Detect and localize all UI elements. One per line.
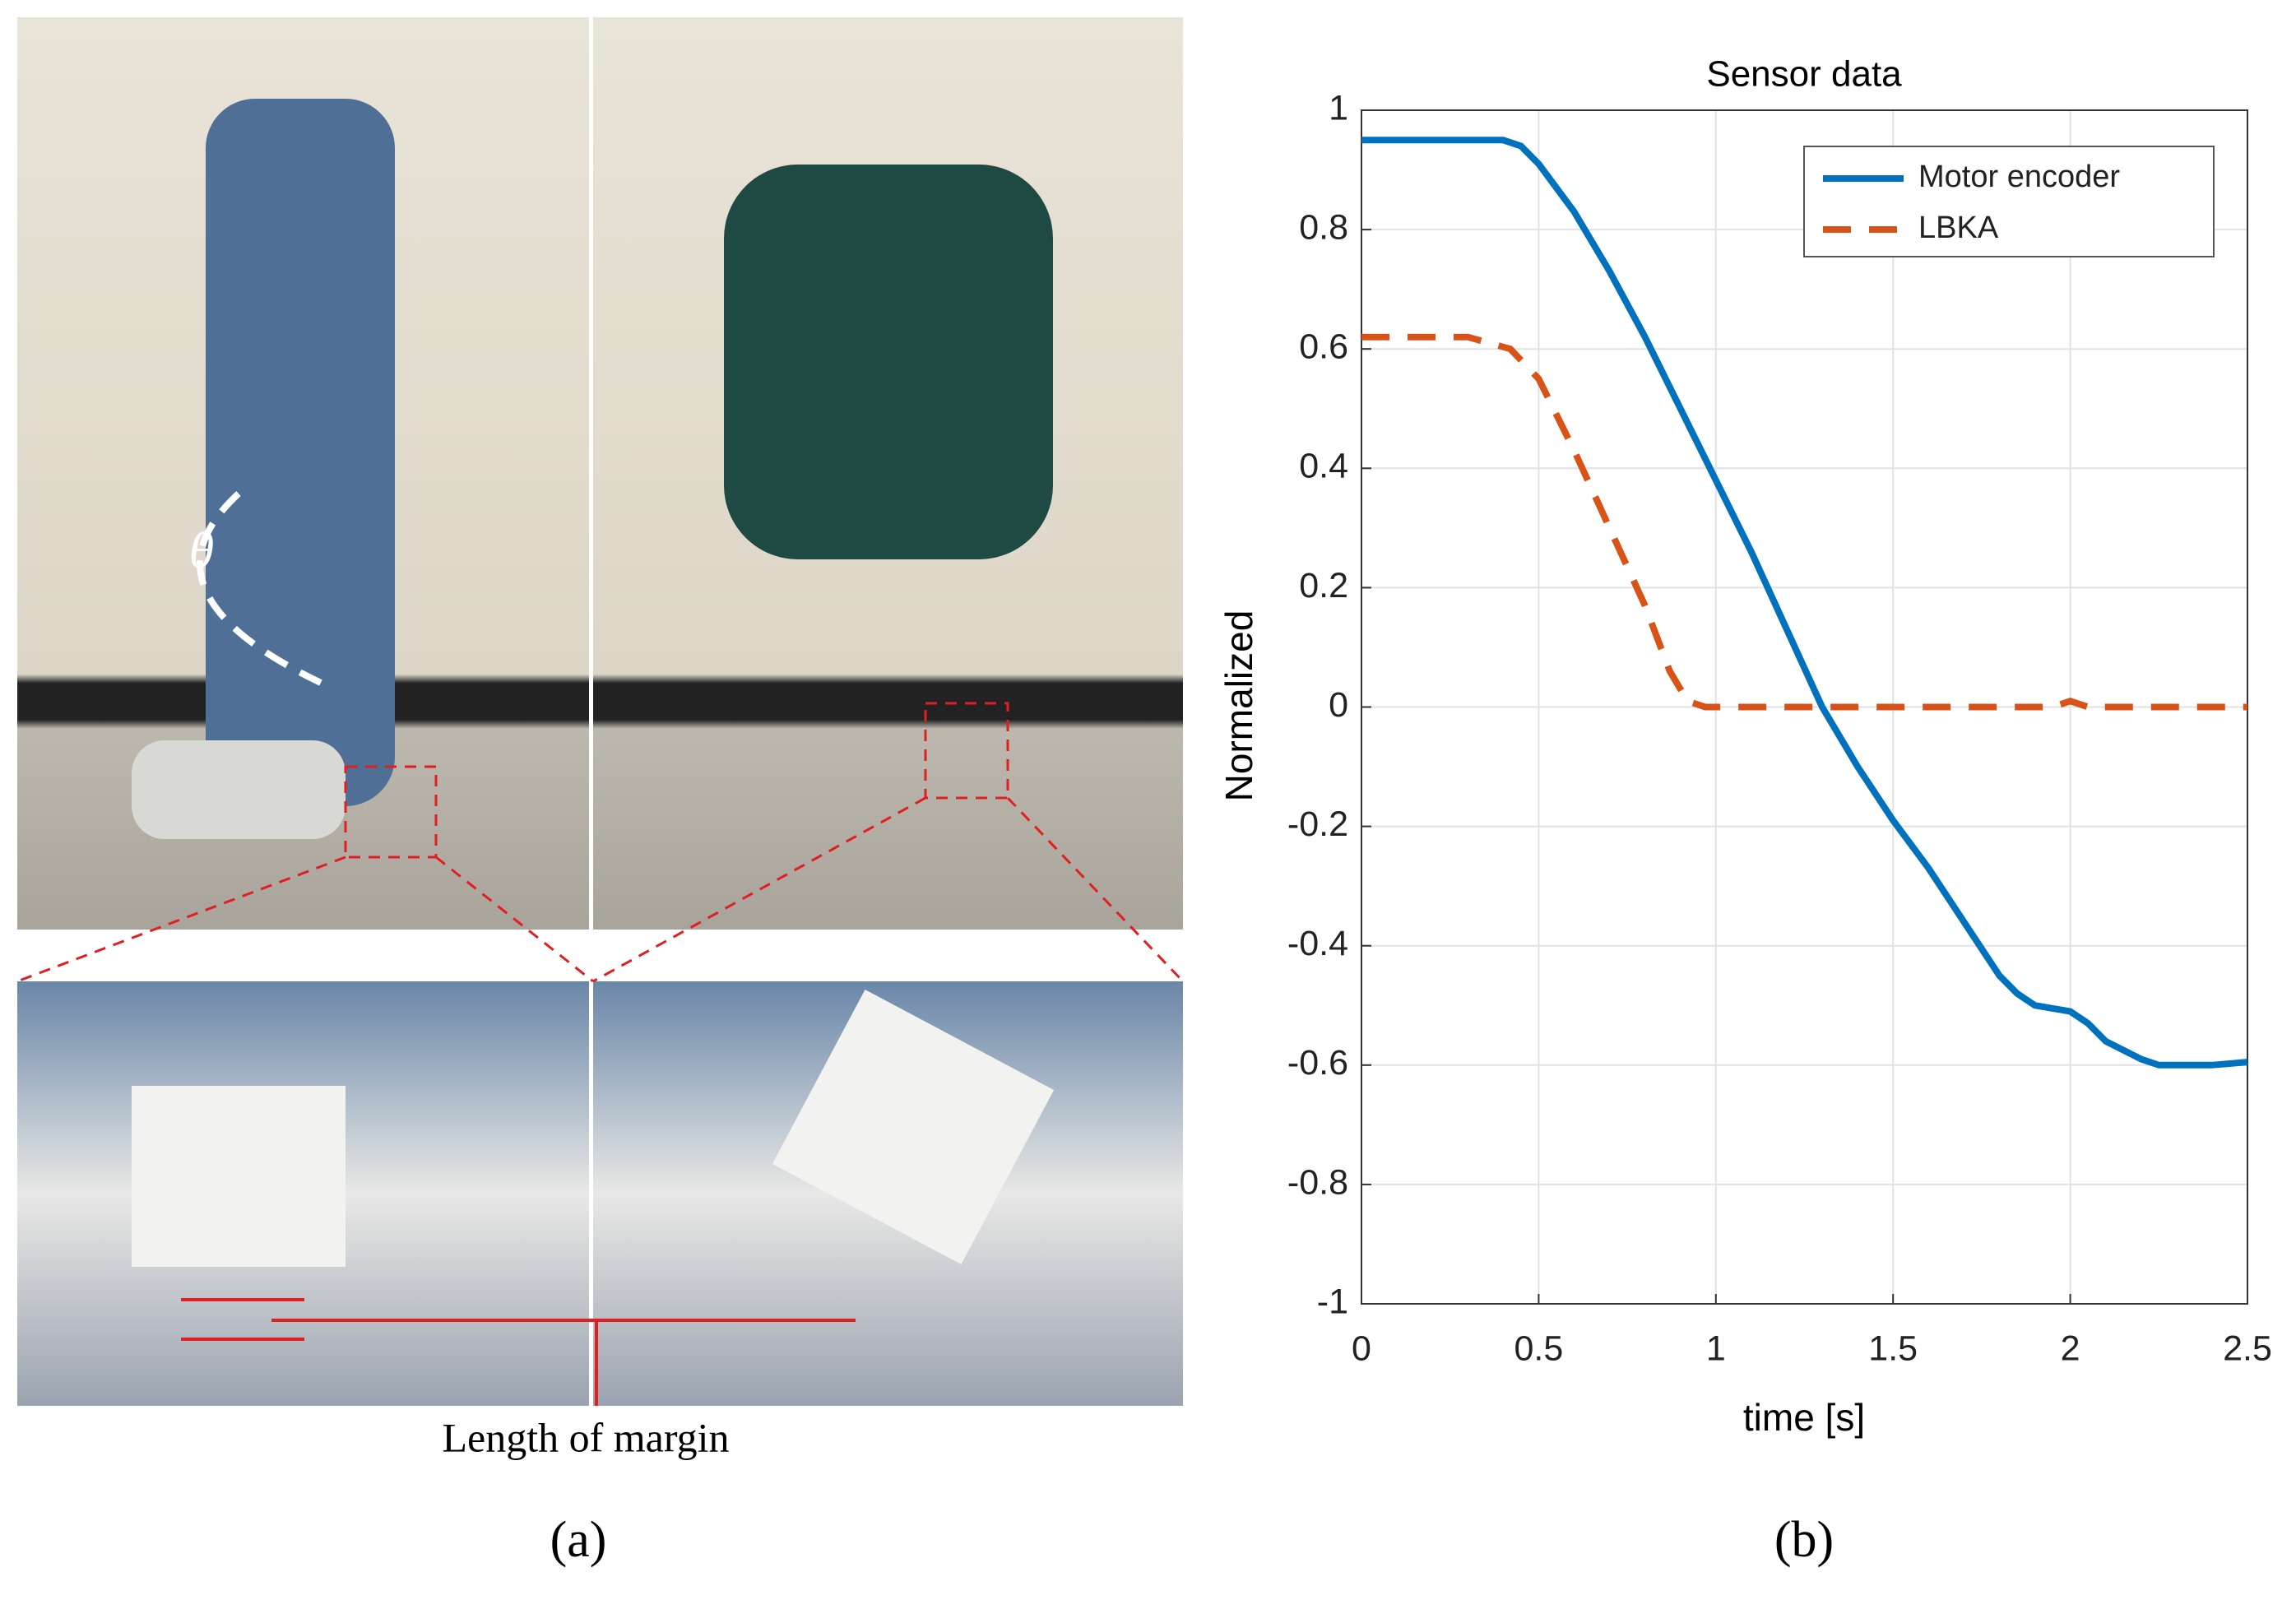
y-tick-label: 1: [1329, 88, 1348, 128]
angle-symbol: θ: [189, 523, 214, 579]
margin-lines: [181, 1298, 856, 1406]
y-axis-label: Normalized: [1218, 610, 1260, 802]
y-tick-label: -0.4: [1287, 924, 1348, 963]
y-tick-label: 0.4: [1299, 447, 1348, 486]
legend-label: Motor encoder: [1918, 160, 2120, 194]
x-tick-label: 0.5: [1514, 1328, 1564, 1368]
y-tick-label: -0.8: [1287, 1162, 1348, 1202]
y-tick-label: 0.8: [1299, 207, 1348, 247]
x-tick-label: 0: [1352, 1328, 1371, 1368]
series-line: [1361, 333, 2247, 711]
torso: [724, 165, 1053, 559]
chart-title: Sensor data: [1706, 54, 1902, 95]
y-tick-label: 0.2: [1299, 566, 1348, 605]
y-tick-label: -1: [1317, 1282, 1348, 1321]
legend-box: [1803, 146, 2215, 257]
x-axis-label: time [s]: [1743, 1396, 1865, 1439]
y-tick-label: 0: [1329, 685, 1348, 725]
series-line: [1361, 137, 2248, 1069]
x-tick-label: 2.5: [2223, 1328, 2272, 1368]
shoe: [132, 740, 346, 839]
photo-caption: Length of margin: [443, 1414, 730, 1460]
legend-label: LBKA: [1918, 211, 1999, 245]
panel-label: (a): [550, 1512, 607, 1568]
brace: [132, 1086, 346, 1267]
leg: [206, 99, 395, 806]
y-tick-label: -0.2: [1287, 804, 1348, 844]
y-tick-label: 0.6: [1299, 327, 1348, 367]
x-tick-label: 2: [2061, 1328, 2080, 1368]
panel-label: (b): [1774, 1512, 1834, 1568]
x-tick-label: 1: [1706, 1328, 1726, 1368]
angle-arc: [197, 491, 322, 686]
zoom-lines: [16, 702, 1185, 983]
x-tick-label: 1.5: [1868, 1328, 1918, 1368]
brace: [772, 990, 1055, 1264]
y-tick-label: -0.6: [1287, 1043, 1348, 1083]
